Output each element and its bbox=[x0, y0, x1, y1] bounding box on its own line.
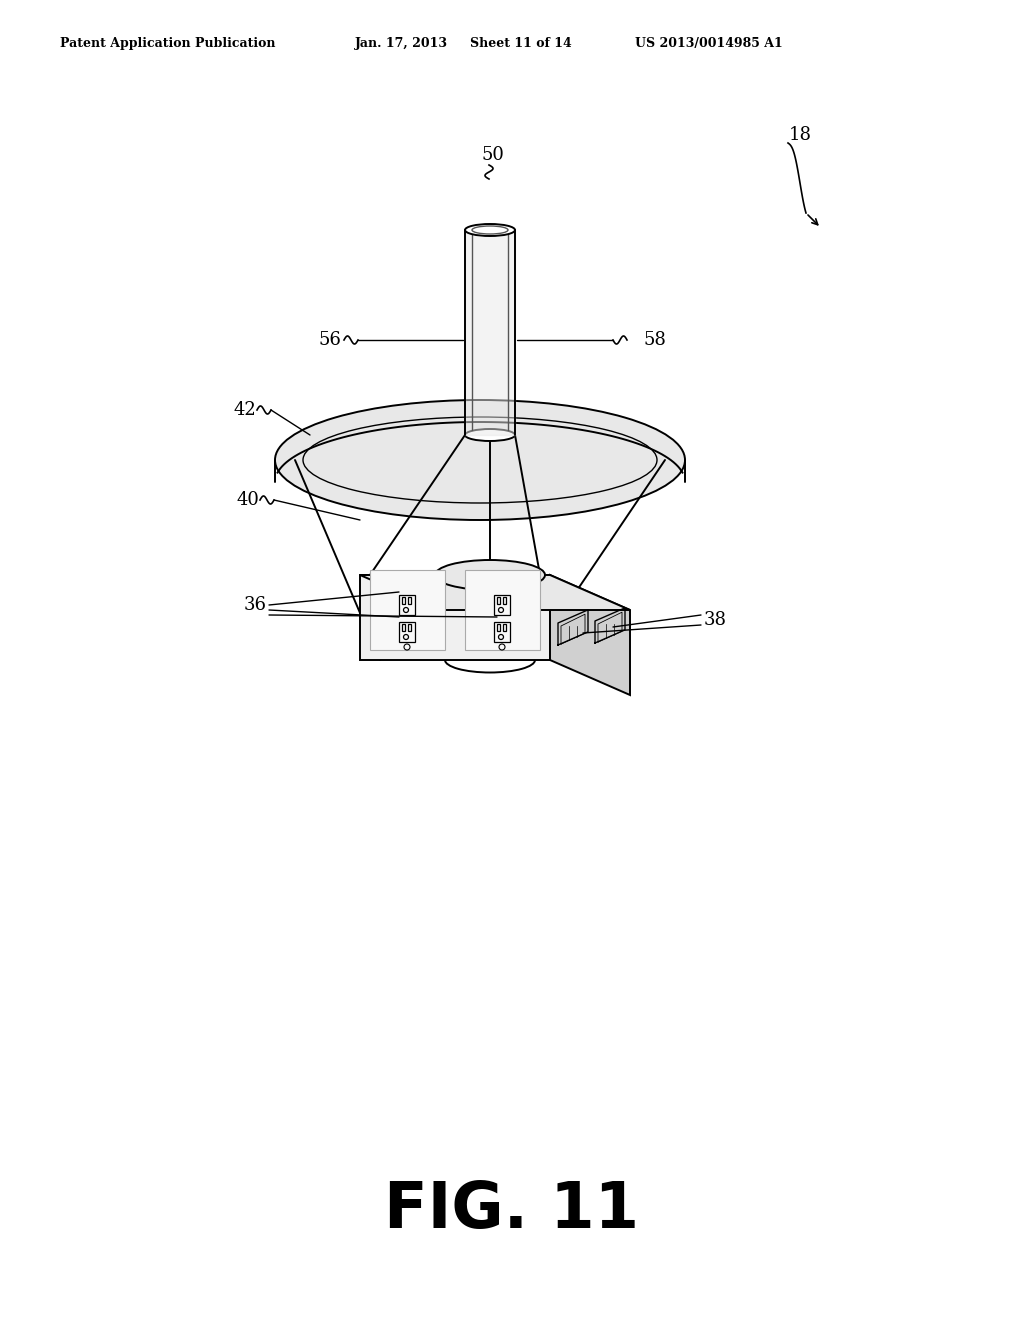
Bar bbox=[399, 622, 415, 642]
Bar bbox=[408, 597, 411, 605]
Bar bbox=[408, 624, 411, 631]
Text: Sheet 11 of 14: Sheet 11 of 14 bbox=[470, 37, 571, 50]
Ellipse shape bbox=[465, 429, 515, 441]
Bar bbox=[402, 624, 406, 631]
Text: US 2013/0014985 A1: US 2013/0014985 A1 bbox=[635, 37, 782, 50]
Text: 42: 42 bbox=[233, 401, 256, 418]
Bar bbox=[497, 597, 500, 605]
Polygon shape bbox=[275, 400, 685, 520]
Text: 40: 40 bbox=[237, 491, 259, 510]
Text: 50: 50 bbox=[481, 147, 505, 164]
Bar bbox=[399, 595, 415, 615]
Text: 56: 56 bbox=[318, 331, 341, 348]
Text: Patent Application Publication: Patent Application Publication bbox=[60, 37, 275, 50]
Bar bbox=[465, 570, 540, 649]
Text: FIG. 11: FIG. 11 bbox=[384, 1179, 640, 1241]
Text: 18: 18 bbox=[788, 125, 811, 144]
Text: 38: 38 bbox=[703, 611, 726, 630]
Ellipse shape bbox=[435, 560, 545, 590]
Ellipse shape bbox=[445, 648, 535, 672]
Bar bbox=[402, 597, 406, 605]
Polygon shape bbox=[550, 576, 630, 696]
Text: Jan. 17, 2013: Jan. 17, 2013 bbox=[355, 37, 449, 50]
Text: 58: 58 bbox=[643, 331, 667, 348]
Bar bbox=[494, 595, 510, 615]
Bar bbox=[503, 597, 506, 605]
Polygon shape bbox=[360, 576, 550, 660]
Ellipse shape bbox=[465, 224, 515, 236]
Bar bbox=[497, 624, 500, 631]
Bar bbox=[503, 624, 506, 631]
Bar bbox=[494, 622, 510, 642]
Bar bbox=[370, 570, 445, 649]
Polygon shape bbox=[360, 576, 630, 610]
Text: 36: 36 bbox=[244, 597, 266, 614]
